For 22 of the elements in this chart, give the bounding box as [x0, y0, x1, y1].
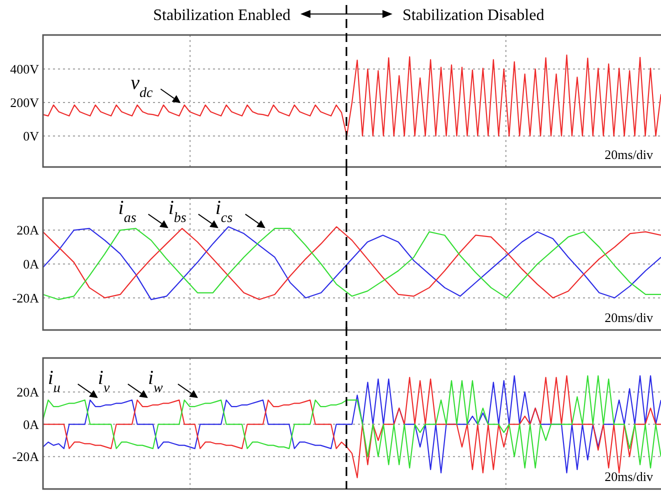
annotation: i$_{as}$: [118, 197, 137, 226]
y-tick-label: -20A: [12, 449, 40, 464]
annotation: 20ms/div: [604, 310, 654, 325]
annotation: i$_{cs}$: [215, 197, 234, 226]
y-tick-label: 0A: [23, 416, 40, 432]
annotation: v$_{dc}$: [130, 72, 154, 101]
y-tick-label: 200V: [10, 95, 40, 110]
text: Stabilization Enabled: [153, 7, 290, 24]
y-tick-label: 0A: [23, 256, 40, 272]
line-series: [43, 54, 661, 137]
y-tick-label: 400V: [10, 62, 40, 77]
annotation: 20ms/div: [604, 147, 654, 162]
annotation: i$_{v}$: [98, 367, 110, 396]
annotation: i$_{w}$: [148, 367, 164, 396]
y-tick-label: 20A: [16, 222, 40, 238]
y-tick-label: 20A: [16, 384, 40, 400]
annotation: i$_{u}$: [48, 367, 60, 396]
y-tick-label: -20A: [12, 290, 40, 306]
y-tick-label: 0V: [23, 128, 40, 144]
annotation: i$_{bs}$: [168, 197, 187, 226]
annotation: 20ms/div: [604, 469, 654, 484]
text: Stabilization Disabled: [402, 7, 544, 24]
